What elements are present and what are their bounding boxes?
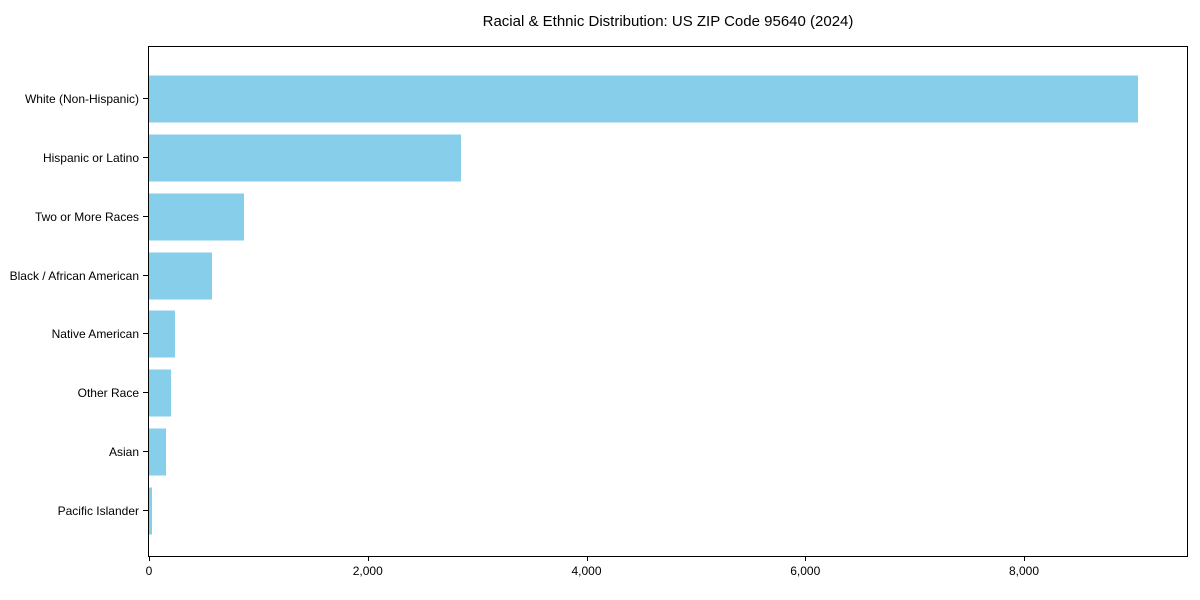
y-axis-category-label: Hispanic or Latino — [42, 151, 139, 166]
y-axis-category-label: White (Non-Hispanic) — [24, 92, 139, 107]
plot-area: White (Non-Hispanic) Hispanic or Latino Tw… — [10, 46, 1188, 557]
bar-white-non-hispanic — [149, 75, 1138, 123]
x-tick-label: 6,000 — [790, 564, 821, 578]
x-tick-mark — [367, 557, 369, 561]
x-tick-mark — [149, 557, 150, 561]
x-axis: 0 2,000 4,000 6,000 8,000 — [145, 557, 1187, 587]
y-tick-mark — [143, 215, 148, 217]
x-tick-label: 2,000 — [352, 564, 383, 578]
y-axis-category-label: Pacific Islander — [57, 503, 139, 518]
bar-other-race — [149, 369, 171, 417]
bar-row: Pacific Islander — [58, 481, 1187, 540]
chart-title: Racial & Ethnic Distribution: US ZIP Cod… — [482, 13, 854, 30]
x-tick-mark — [1024, 557, 1026, 561]
bar-pacific-islander — [149, 487, 152, 535]
y-tick-mark — [143, 274, 148, 276]
bar-two-or-more-races — [149, 193, 245, 241]
bar-container: White (Non-Hispanic) Hispanic or Latino Tw… — [10, 47, 1187, 556]
y-tick-mark — [143, 333, 148, 335]
y-axis-category-label: Other Race — [77, 386, 139, 401]
bar-row: Native American — [52, 305, 1187, 364]
y-tick-mark — [143, 157, 148, 159]
bar-row: Asian — [109, 423, 1187, 482]
y-axis-category-label: Black / African American — [9, 268, 139, 283]
y-tick-mark — [143, 509, 148, 511]
x-tick-mark — [805, 557, 807, 561]
bar-native-american — [149, 310, 176, 358]
bar-row: Hispanic or Latino — [43, 129, 1187, 188]
x-tick-label: 4,000 — [571, 564, 602, 578]
bar-hispanic-or-latino — [149, 134, 462, 182]
bar-row: Other Race — [78, 364, 1187, 423]
y-axis-category-label: Asian — [108, 444, 139, 459]
bar-row: White (Non-Hispanic) — [25, 70, 1187, 129]
y-tick-mark — [143, 450, 148, 452]
x-tick-label: 8,000 — [1009, 564, 1040, 578]
x-tick-mark — [586, 557, 588, 561]
bar-asian — [149, 428, 167, 476]
x-tick-label: 0 — [145, 564, 153, 578]
bar-row: Two or More Races — [35, 188, 1187, 247]
bar-row: Black / African American — [10, 246, 1187, 305]
y-tick-mark — [143, 98, 148, 100]
y-tick-mark — [143, 392, 148, 394]
y-axis-category-label: Native American — [51, 327, 139, 342]
y-axis-category-label: Two or More Races — [34, 209, 139, 224]
bar-black-african-american — [149, 252, 213, 300]
